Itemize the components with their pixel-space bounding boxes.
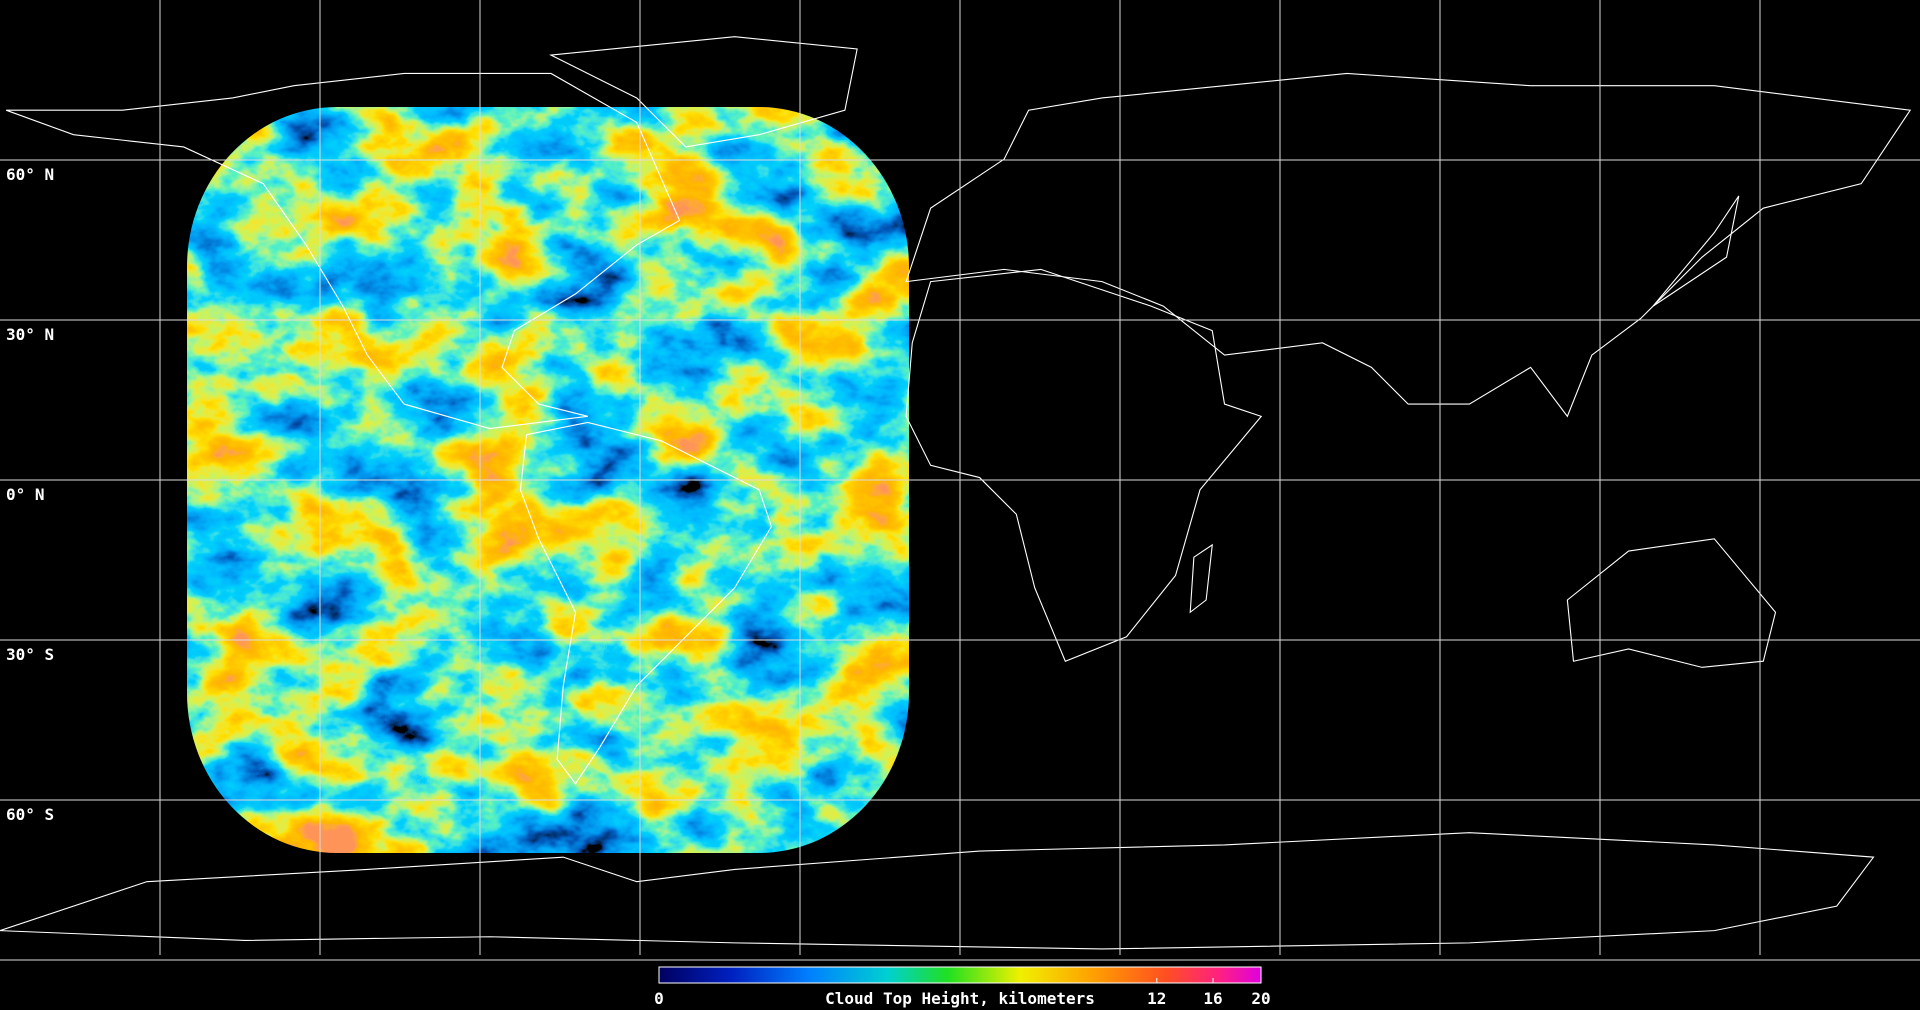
colorbar-tick-label: 12: [1147, 989, 1166, 1008]
colorbar: [658, 966, 1262, 984]
latitude-label: 0° N: [6, 485, 45, 504]
graticule: 60° N 30° N 0° N 30° S 60° S: [0, 0, 1920, 961]
latitude-label: 30° N: [6, 325, 54, 344]
colorbar-tick-label: 0: [654, 989, 664, 1008]
colorbar-tick-label: 16: [1203, 989, 1222, 1008]
latitude-label: 60° N: [6, 165, 54, 184]
coastlines: [0, 36, 1912, 950]
colorbar-tick-label: 20: [1251, 989, 1270, 1008]
latitude-label: 30° S: [6, 645, 54, 664]
latitude-label: 60° S: [6, 805, 54, 824]
colorbar-label: Cloud Top Height, kilometers: [825, 989, 1095, 1008]
